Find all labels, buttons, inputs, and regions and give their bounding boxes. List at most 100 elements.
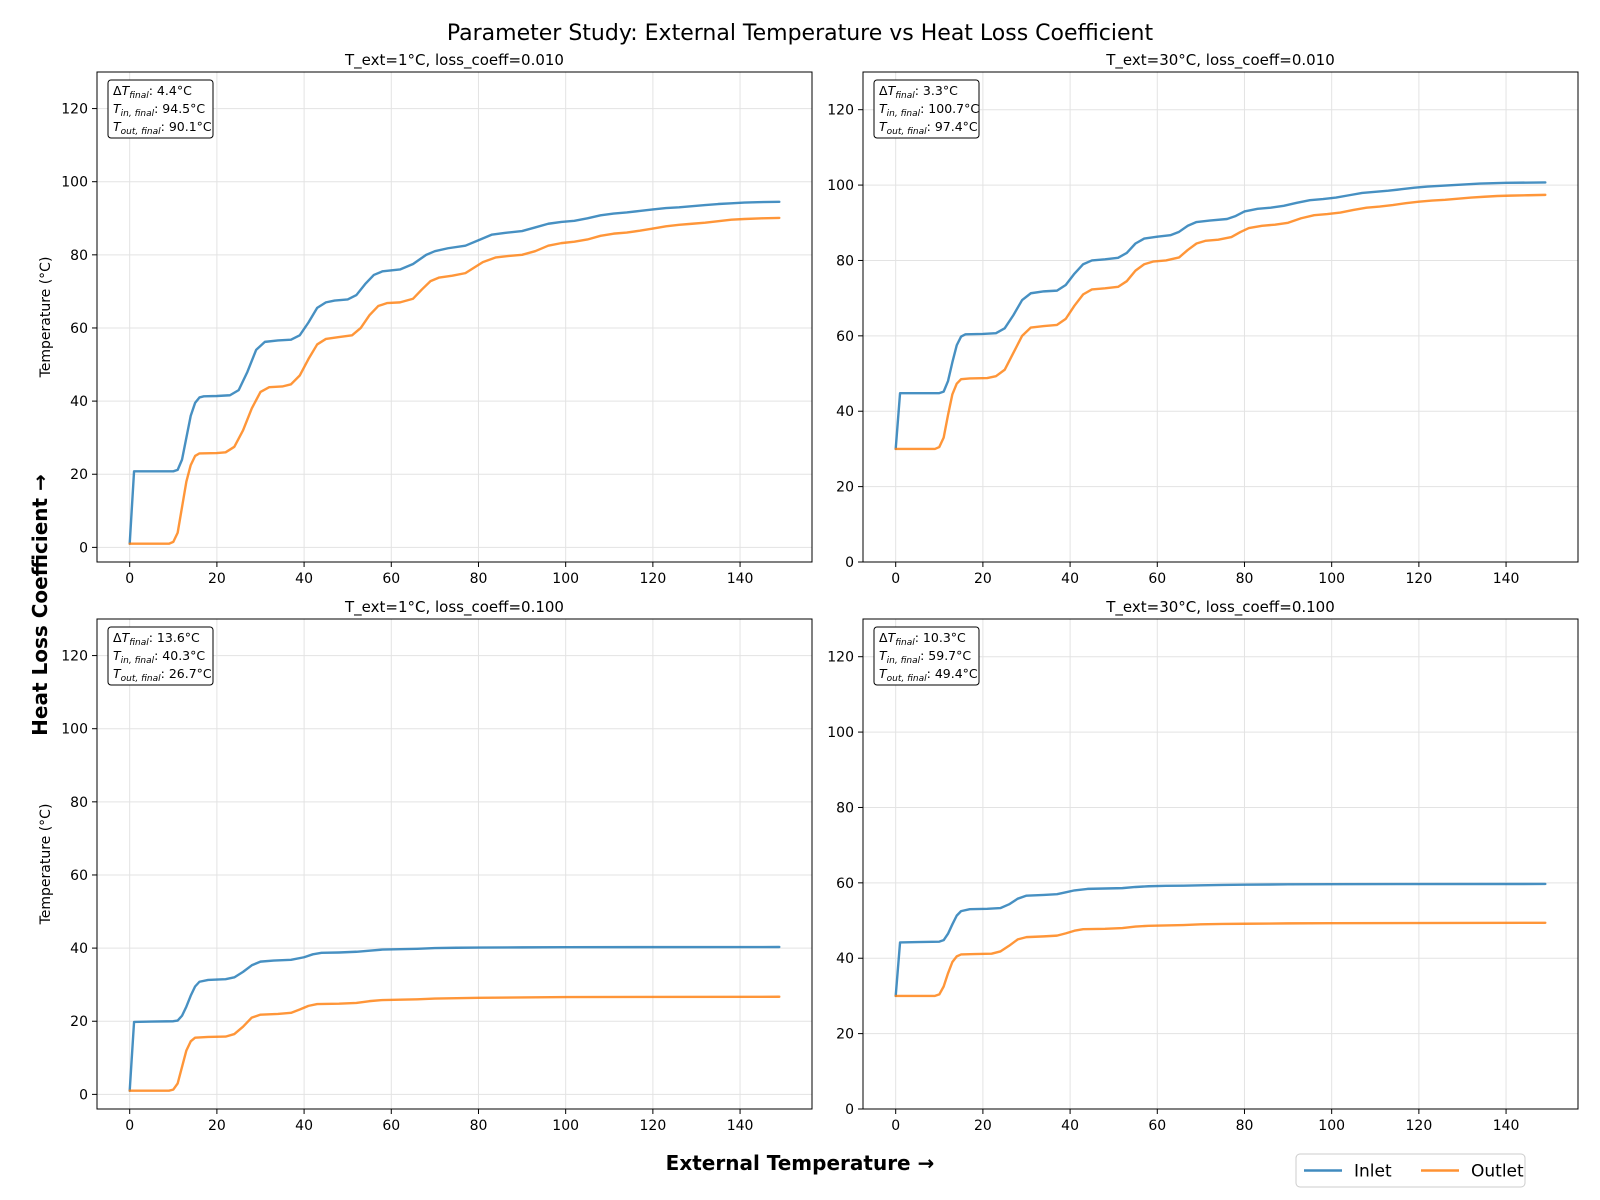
x-tick-label: 100 xyxy=(552,571,579,587)
y-tick-label: 60 xyxy=(70,321,88,337)
legend-label-inlet: Inlet xyxy=(1354,1162,1392,1182)
y-tick-label: 20 xyxy=(70,1014,88,1030)
y-tick-label: 60 xyxy=(70,868,88,884)
axes-frame xyxy=(96,71,813,563)
series-line-outlet xyxy=(128,995,781,1092)
x-tick-label: 140 xyxy=(1493,571,1520,587)
x-tick-label: 120 xyxy=(1406,571,1433,587)
subplot-title: T_ext=30°C, loss_coeff=0.010 xyxy=(1105,51,1335,70)
y-tick-label: 80 xyxy=(70,248,88,264)
x-tick-label: 0 xyxy=(125,1118,134,1134)
y-tick-label: 120 xyxy=(827,103,854,119)
y-tick-label: 20 xyxy=(836,480,854,496)
annotation-dT: ΔTfinal: 3.3°C xyxy=(879,83,958,101)
axes-frame xyxy=(96,618,813,1110)
x-tick-label: 40 xyxy=(1061,571,1079,587)
stats-annotation-box xyxy=(873,626,980,686)
x-tick-label: 100 xyxy=(1318,571,1345,587)
y-tick-label: 40 xyxy=(70,941,88,957)
figure-y-label: Heat Loss Coefficient → xyxy=(28,474,52,736)
y-tick-label: 40 xyxy=(70,394,88,410)
x-tick-label: 60 xyxy=(1148,571,1166,587)
y-tick-label: 100 xyxy=(827,178,854,194)
x-tick-label: 20 xyxy=(208,571,226,587)
y-tick-label: 40 xyxy=(836,951,854,967)
figure-legend: Inlet Outlet xyxy=(1295,1153,1526,1188)
annotation-Tin: Tin, final: 94.5°C xyxy=(113,101,205,119)
y-tick-label: 80 xyxy=(836,800,854,816)
x-tick-label: 80 xyxy=(470,1118,488,1134)
x-tick-label: 60 xyxy=(1148,1118,1166,1134)
series-line-inlet xyxy=(128,945,781,1092)
subplot-title: T_ext=1°C, loss_coeff=0.100 xyxy=(344,598,564,617)
y-tick-label: 20 xyxy=(70,467,88,483)
stats-annotation-box xyxy=(107,626,214,686)
y-axis-label: Temperature (°C) xyxy=(38,257,54,379)
x-tick-label: 80 xyxy=(1236,1118,1254,1134)
x-tick-label: 120 xyxy=(640,1118,667,1134)
y-tick-label: 60 xyxy=(836,329,854,345)
x-tick-label: 40 xyxy=(295,571,313,587)
annotation-Tout: Tout, final: 49.4°C xyxy=(879,666,978,684)
annotation-dT: ΔTfinal: 10.3°C xyxy=(879,630,966,648)
subplot-title: T_ext=30°C, loss_coeff=0.100 xyxy=(1105,598,1335,617)
x-tick-label: 20 xyxy=(208,1118,226,1134)
subplot-title: T_ext=1°C, loss_coeff=0.010 xyxy=(344,51,564,70)
annotation-Tout: Tout, final: 90.1°C xyxy=(113,119,212,137)
subplot-grid: 0 20 40 60 80 100 120 140 0 20 40 60 80 100 120 T_ext=1… xyxy=(38,51,1579,1134)
y-axis-label: Temperature (°C) xyxy=(38,804,54,926)
y-tick-label: 120 xyxy=(827,650,854,666)
y-tick-label: 0 xyxy=(845,555,854,571)
x-tick-label: 40 xyxy=(295,1118,313,1134)
subplot-3: 0 20 40 60 80 100 120 140 0 20 40 60 80 100 120 T_ext=1… xyxy=(38,598,813,1134)
x-tick-label: 80 xyxy=(1236,571,1254,587)
x-tick-label: 0 xyxy=(891,571,900,587)
y-tick-label: 60 xyxy=(836,876,854,892)
subplot-4: 0 20 40 60 80 100 120 140 0 20 40 60 80 100 120 T_ext=3… xyxy=(827,598,1579,1134)
series-line-outlet xyxy=(894,193,1547,451)
x-tick-label: 120 xyxy=(640,571,667,587)
axes-frame xyxy=(862,618,1579,1110)
annotation-dT: ΔTfinal: 4.4°C xyxy=(113,83,192,101)
axes-frame xyxy=(862,71,1579,563)
x-tick-label: 80 xyxy=(470,571,488,587)
series-line-inlet xyxy=(128,200,781,545)
annotation-Tin: Tin, final: 100.7°C xyxy=(879,101,979,119)
x-tick-label: 140 xyxy=(1493,1118,1520,1134)
y-tick-label: 120 xyxy=(61,102,88,118)
subplot-1: 0 20 40 60 80 100 120 140 0 20 40 60 80 100 120 T_ext=1… xyxy=(38,51,813,587)
x-tick-label: 0 xyxy=(125,571,134,587)
x-tick-label: 20 xyxy=(974,571,992,587)
series-line-inlet xyxy=(894,882,1547,998)
x-tick-label: 140 xyxy=(727,571,754,587)
subplot-2: 0 20 40 60 80 100 120 140 0 20 40 60 80 100 120 T_ext=3… xyxy=(827,51,1579,587)
y-tick-label: 80 xyxy=(70,795,88,811)
y-tick-label: 100 xyxy=(827,725,854,741)
x-tick-label: 20 xyxy=(974,1118,992,1134)
y-tick-label: 20 xyxy=(836,1027,854,1043)
y-tick-label: 40 xyxy=(836,404,854,420)
figure-title: Parameter Study: External Temperature vs… xyxy=(447,21,1154,46)
figure-x-label: External Temperature → xyxy=(666,1151,935,1175)
y-tick-label: 0 xyxy=(79,540,88,556)
stats-annotation-box xyxy=(873,79,980,139)
series-line-inlet xyxy=(894,181,1547,451)
annotation-Tin: Tin, final: 59.7°C xyxy=(879,648,971,666)
x-tick-label: 100 xyxy=(552,1118,579,1134)
y-tick-label: 80 xyxy=(836,253,854,269)
legend-box xyxy=(1295,1153,1526,1188)
legend-label-outlet: Outlet xyxy=(1471,1162,1524,1182)
x-tick-label: 120 xyxy=(1406,1118,1433,1134)
y-tick-label: 0 xyxy=(79,1087,88,1103)
series-line-outlet xyxy=(128,216,781,545)
x-tick-label: 100 xyxy=(1318,1118,1345,1134)
x-tick-label: 60 xyxy=(382,1118,400,1134)
series-line-outlet xyxy=(894,921,1547,998)
x-tick-label: 40 xyxy=(1061,1118,1079,1134)
x-tick-label: 60 xyxy=(382,571,400,587)
stats-annotation-box xyxy=(107,79,214,139)
y-tick-label: 120 xyxy=(61,649,88,665)
y-tick-label: 0 xyxy=(845,1102,854,1118)
annotation-Tout: Tout, final: 26.7°C xyxy=(113,666,212,684)
